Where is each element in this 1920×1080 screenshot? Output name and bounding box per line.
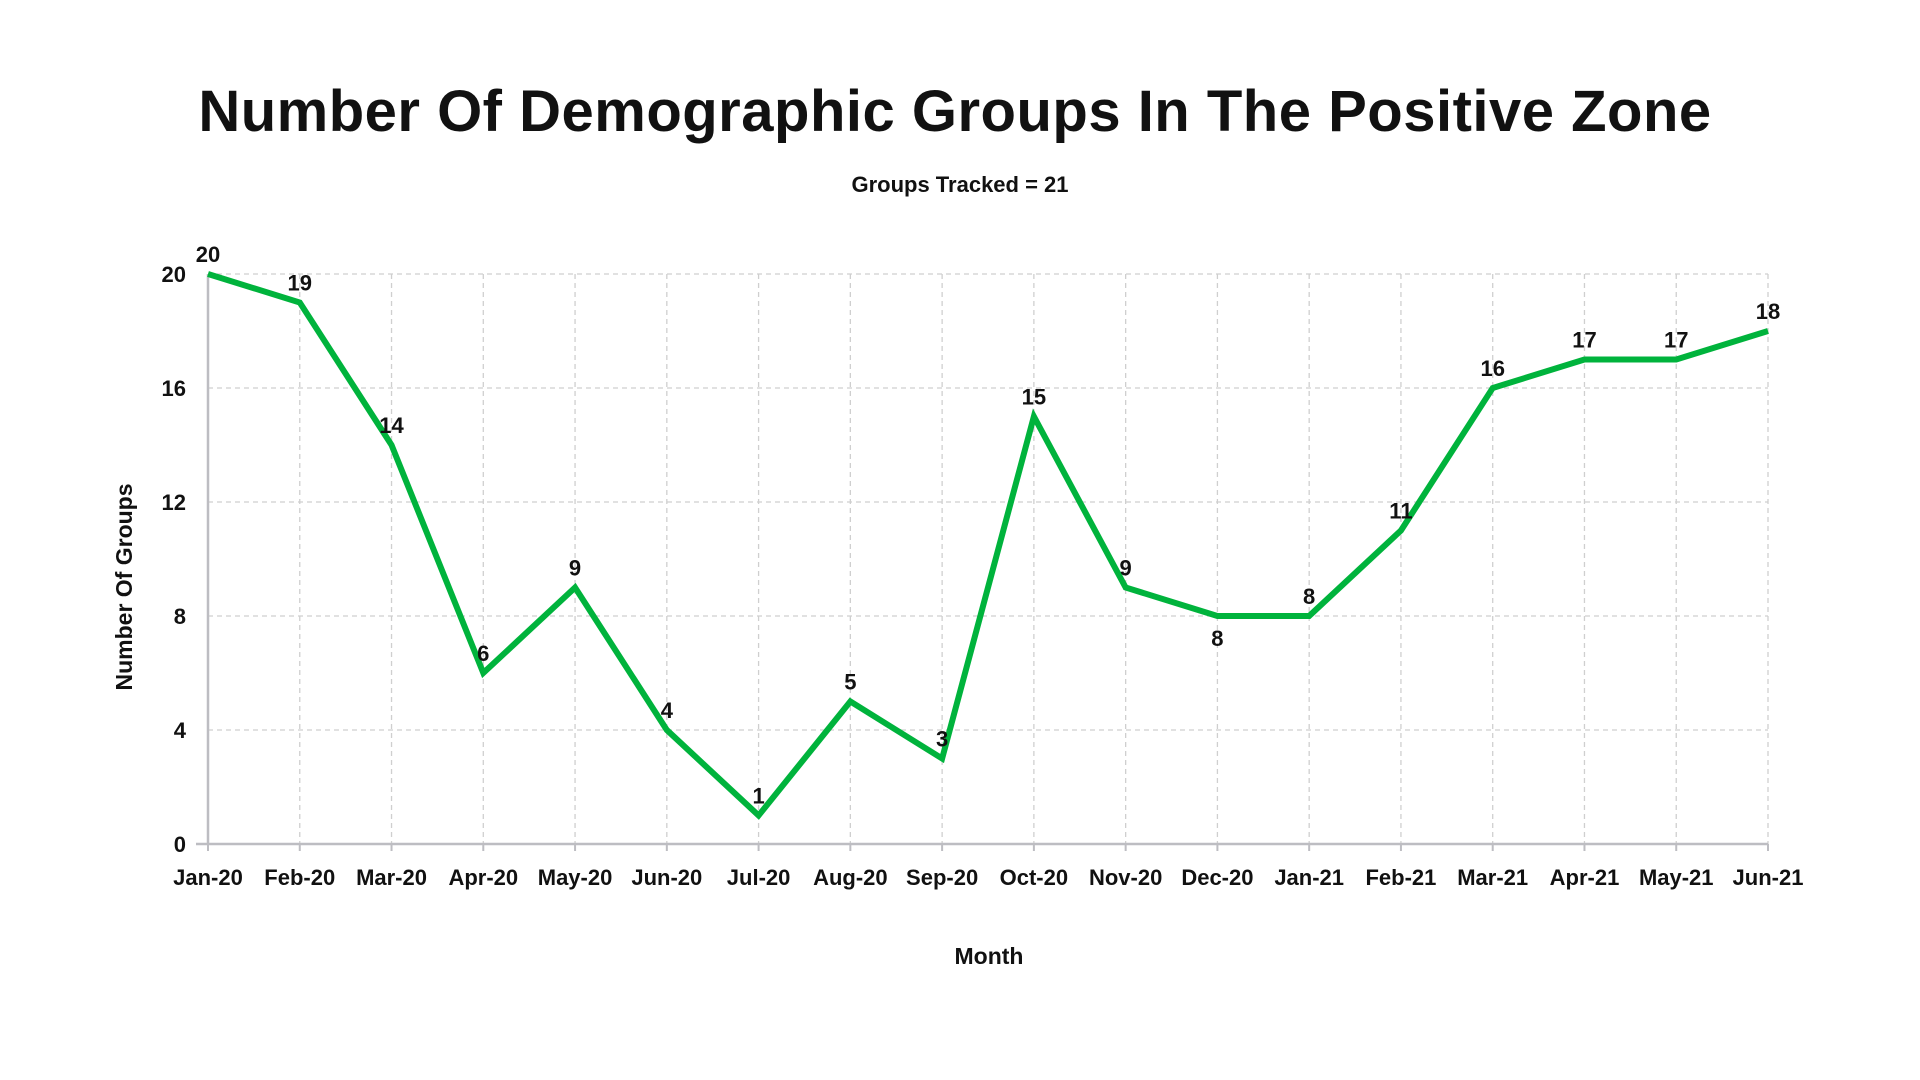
data-label: 17 [1664,328,1688,353]
data-label: 6 [477,641,489,666]
data-label: 16 [1480,356,1504,381]
y-tick-label: 16 [162,376,186,401]
x-tick-label: May-21 [1639,865,1714,890]
chart-subtitle: Groups Tracked = 21 [851,172,1069,197]
x-tick-label: Feb-20 [264,865,335,890]
data-label: 8 [1303,584,1315,609]
data-label: 19 [288,271,312,296]
x-tick-label: Mar-21 [1457,865,1528,890]
x-tick-label: Apr-20 [448,865,518,890]
data-label: 20 [196,242,220,267]
x-tick-label: Mar-20 [356,865,427,890]
data-label: 5 [844,670,856,695]
x-tick-label: Apr-21 [1550,865,1620,890]
x-tick-label: Jan-21 [1274,865,1344,890]
data-label: 9 [569,556,581,581]
x-tick-label: May-20 [538,865,613,890]
data-label: 14 [379,413,404,438]
data-label: 11 [1389,499,1412,524]
y-tick-label: 20 [162,262,186,287]
y-tick-label: 8 [174,604,186,629]
x-tick-label: Oct-20 [1000,865,1068,890]
data-label: 3 [936,727,948,752]
y-tick-label: 4 [174,718,187,743]
x-tick-label: Jun-20 [631,865,702,890]
data-label: 17 [1572,328,1596,353]
x-tick-label: Dec-20 [1181,865,1253,890]
y-tick-label: 0 [174,832,186,857]
data-label: 1 [752,784,764,809]
series-line-path [207,271,1769,820]
data-label: 15 [1022,385,1046,410]
data-label: 9 [1120,556,1132,581]
data-label: 4 [661,698,674,723]
x-tick-label: Jun-21 [1733,865,1804,890]
x-tick-label: Jan-20 [173,865,243,890]
x-tick-label: Feb-21 [1365,865,1436,890]
data-label: 8 [1211,626,1223,651]
x-tick-label: Sep-20 [906,865,978,890]
x-axis-label: Month [955,943,1024,969]
y-tick-label: 12 [162,490,186,515]
x-tick-label: Jul-20 [727,865,791,890]
x-tick-label: Nov-20 [1089,865,1162,890]
gridlines [208,273,1769,844]
data-label: 18 [1756,299,1780,324]
series-line [207,271,1769,820]
x-tick-label: Aug-20 [813,865,888,890]
y-axis-label: Number Of Groups [111,483,137,690]
chart-title: Number Of Demographic Groups In The Posi… [198,79,1712,144]
